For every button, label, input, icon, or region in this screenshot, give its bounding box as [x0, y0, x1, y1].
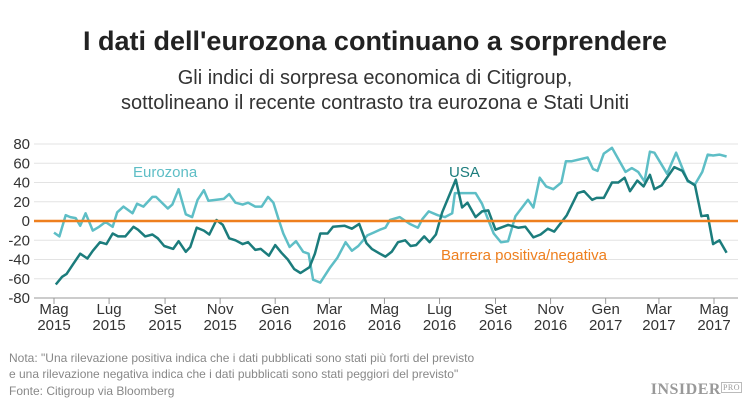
y-tick-label: 20 — [13, 194, 30, 211]
x-tick-label: 2016 — [259, 317, 292, 334]
x-tick-label: Mar — [646, 301, 672, 318]
x-tick-label: 2017 — [642, 317, 675, 334]
chart-title: I dati dell'eurozona continuano a sorpre… — [82, 26, 667, 56]
x-tick-label: 2016 — [534, 317, 567, 334]
x-axis: Mag2015Lug2015Set2015Nov2015Gen2016Mar20… — [34, 297, 738, 334]
source-note: Fonte: Citigroup via Bloomberg — [9, 384, 175, 398]
series-label-eurozona: Eurozona — [133, 164, 198, 181]
x-tick-label: 2015 — [92, 317, 125, 334]
x-tick-label: Mag — [39, 301, 68, 318]
subtitle-line-1: Gli indici di sorpresa economica di Citi… — [177, 67, 573, 89]
x-tick-label: Lug — [97, 301, 122, 318]
y-axis: 80 60 40 20 0 -20 -40 -60 -80 — [8, 136, 30, 307]
chart-subtitle: Gli indici di sorpresa economica di Citi… — [0, 66, 750, 116]
series-lines — [34, 146, 738, 286]
y-tick-label: 60 — [13, 155, 30, 172]
y-tick-label: -60 — [8, 271, 30, 288]
x-tick-label: Lug — [427, 301, 452, 318]
x-tick-label: 2016 — [479, 317, 512, 334]
y-tick-label: -40 — [8, 252, 30, 269]
x-tick-label: Set — [154, 301, 177, 318]
note-line-2: e una rilevazione negativa indica che i … — [9, 367, 459, 381]
x-tick-label: 2015 — [203, 317, 236, 334]
note-line-1: Nota: "Una rilevazione positiva indica c… — [9, 351, 475, 365]
x-tick-label: 2016 — [313, 317, 346, 334]
x-tick-label: 2015 — [148, 317, 181, 334]
x-tick-label: 2015 — [37, 317, 70, 334]
x-tick-label: Nov — [207, 301, 234, 318]
y-tick-label: -80 — [8, 290, 30, 307]
subtitle-line-2: sottolineano il recente contrasto tra eu… — [120, 92, 630, 114]
x-tick-label: Gen — [591, 301, 619, 318]
x-tick-label: Nov — [537, 301, 564, 318]
x-tick-label: Mag — [699, 301, 728, 318]
series-line-usa — [54, 165, 728, 286]
x-tick-label: Mar — [316, 301, 342, 318]
series-line-eurozona — [53, 146, 727, 284]
x-tick-label: 2017 — [589, 317, 622, 334]
y-tick-label: -20 — [8, 232, 30, 249]
reference-line-label: Barrera positiva/negativa — [441, 247, 608, 264]
x-tick-label: Gen — [261, 301, 289, 318]
series-label-usa: USA — [449, 164, 480, 181]
x-tick-label: 2017 — [697, 317, 730, 334]
x-tick-label: 2016 — [368, 317, 401, 334]
x-tick-label: 2016 — [423, 317, 456, 334]
x-tick-label: Set — [484, 301, 507, 318]
y-tick-label: 40 — [13, 175, 30, 192]
y-tick-label: 80 — [13, 136, 30, 153]
insider-pro-logo: INSIDER PRO — [650, 381, 742, 398]
y-tick-label: 0 — [22, 213, 30, 230]
x-tick-label: Mag — [370, 301, 399, 318]
